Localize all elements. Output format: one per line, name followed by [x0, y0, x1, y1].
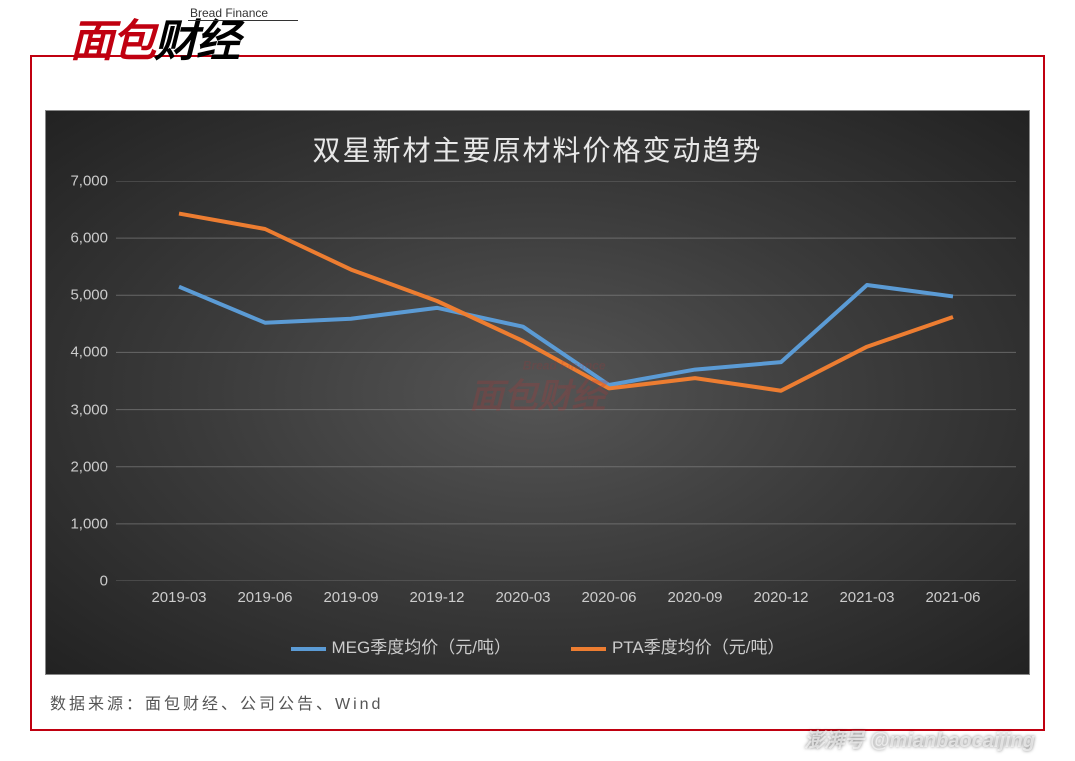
legend-item: PTA季度均价（元/吨） — [571, 633, 785, 658]
x-tick-label: 2020-03 — [495, 589, 550, 606]
y-tick-label: 5,000 — [48, 287, 108, 304]
y-tick-label: 6,000 — [48, 230, 108, 247]
x-tick-label: 2021-06 — [925, 589, 980, 606]
plot-area: 01,0002,0003,0004,0005,0006,0007,000 201… — [116, 181, 1016, 581]
x-tick-label: 2019-06 — [237, 589, 292, 606]
bottom-watermark: 澎湃号 @mianbaocaijing — [804, 724, 1035, 753]
y-tick-label: 2,000 — [48, 458, 108, 475]
chart-legend: MEG季度均价（元/吨） PTA季度均价（元/吨） — [46, 633, 1029, 658]
data-source: 数据来源：面包财经、公司公告、Wind — [50, 690, 383, 714]
y-tick-label: 7,000 — [48, 173, 108, 190]
logo-divider — [188, 20, 298, 21]
x-tick-label: 2019-09 — [323, 589, 378, 606]
chart-title: 双星新材主要原材料价格变动趋势 — [46, 111, 1029, 169]
x-tick-label: 2020-06 — [581, 589, 636, 606]
logo-cn-red: 面包 — [70, 17, 154, 66]
logo-english: Bread Finance — [190, 6, 268, 20]
y-tick-label: 3,000 — [48, 401, 108, 418]
brand-logo: Bread Finance 面包财经 — [70, 20, 238, 64]
y-tick-label: 0 — [48, 573, 108, 590]
legend-item: MEG季度均价（元/吨） — [291, 633, 511, 658]
logo-cn-black: 财经 — [154, 17, 238, 66]
chart-svg — [116, 181, 1016, 581]
x-tick-label: 2020-09 — [667, 589, 722, 606]
chart-panel: 双星新材主要原材料价格变动趋势 01,0002,0003,0004,0005,0… — [45, 110, 1030, 675]
x-tick-label: 2021-03 — [839, 589, 894, 606]
x-tick-label: 2020-12 — [753, 589, 808, 606]
x-tick-label: 2019-03 — [151, 589, 206, 606]
y-tick-label: 1,000 — [48, 515, 108, 532]
y-tick-label: 4,000 — [48, 344, 108, 361]
x-tick-label: 2019-12 — [409, 589, 464, 606]
x-axis-labels: 2019-03 2019-06 2019-09 2019-12 2020-03 2020-… — [116, 589, 1016, 609]
